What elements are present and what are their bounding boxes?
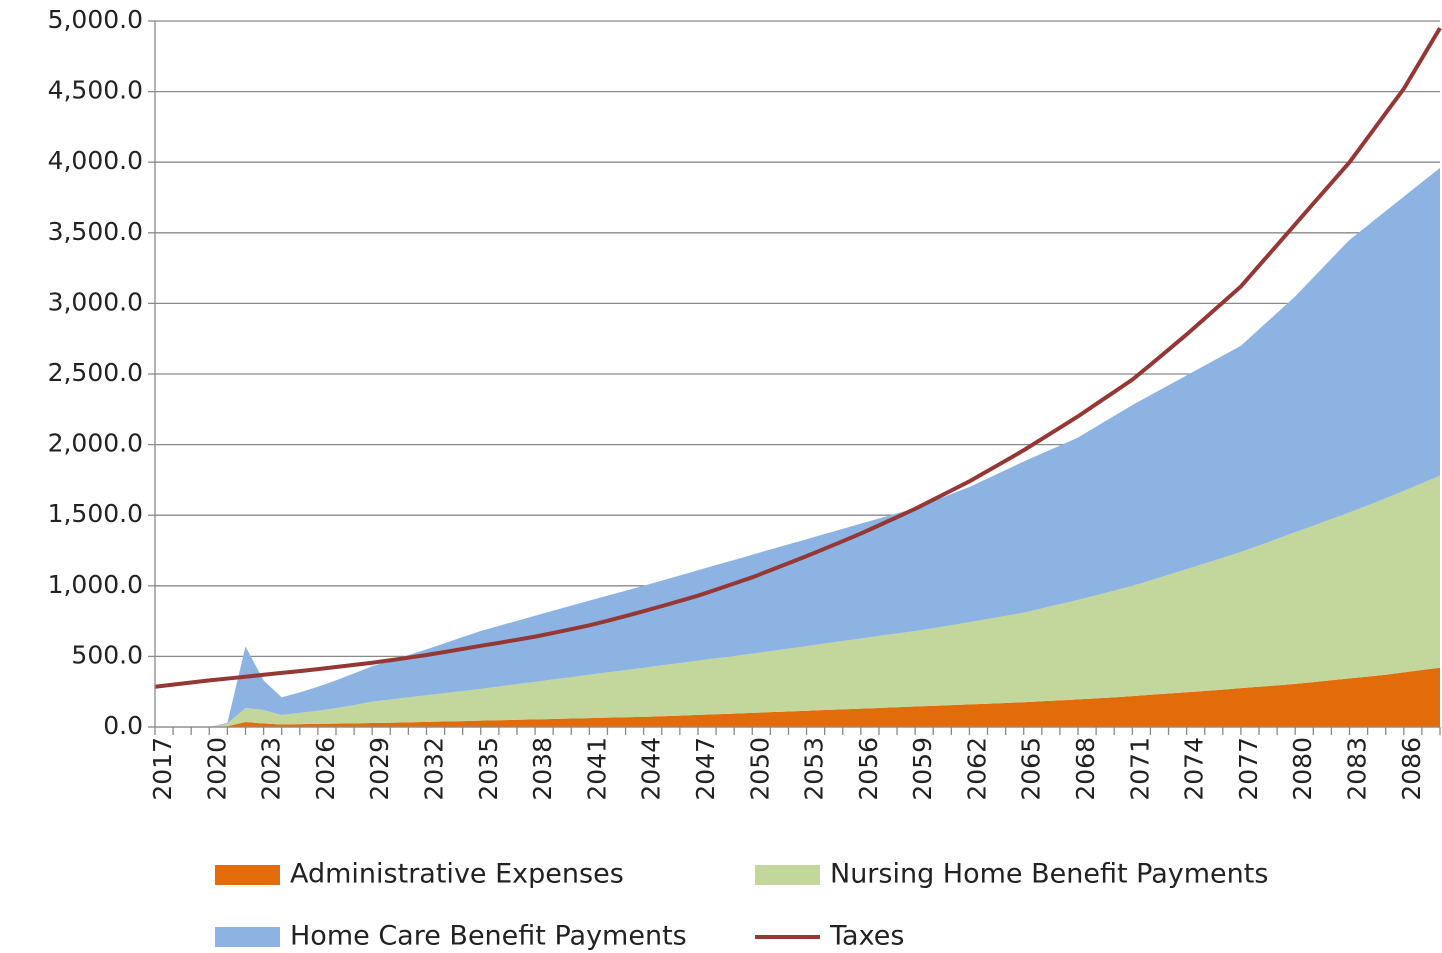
legend-label: Taxes: [829, 921, 904, 952]
x-tick-label: 2071: [1125, 737, 1154, 801]
x-tick-label: 2041: [582, 737, 611, 801]
legend-label: Administrative Expenses: [290, 859, 624, 890]
x-tick-label: 2056: [854, 737, 883, 801]
y-tick-label: 0.0: [103, 711, 143, 740]
legend-swatch: [215, 927, 280, 947]
x-tick-label: 2080: [1288, 737, 1317, 801]
y-tick-label: 5,000.0: [48, 5, 143, 34]
y-tick-label: 2,000.0: [48, 429, 143, 458]
x-tick-label: 2059: [908, 737, 937, 801]
x-tick-label: 2038: [528, 737, 557, 801]
legend-swatch: [215, 865, 280, 885]
x-tick-label: 2044: [637, 737, 666, 801]
y-tick-label: 3,000.0: [48, 287, 143, 316]
y-tick-label: 500.0: [71, 640, 143, 669]
legend-label: Nursing Home Benefit Payments: [830, 859, 1268, 890]
area: [155, 475, 1440, 727]
y-tick-label: 2,500.0: [48, 358, 143, 387]
y-tick-label: 1,000.0: [48, 570, 143, 599]
legend-swatch: [755, 865, 820, 885]
y-tick-label: 1,500.0: [48, 499, 143, 528]
x-tick-label: 2053: [800, 737, 829, 801]
legend-label: Home Care Benefit Payments: [290, 921, 687, 952]
y-tick-label: 3,500.0: [48, 217, 143, 246]
line: [154, 27, 1442, 689]
y-tick-label: 4,000.0: [48, 146, 143, 175]
x-tick-label: 2017: [148, 737, 177, 801]
x-tick-label: 2026: [311, 737, 340, 801]
x-tick-label: 2050: [745, 737, 774, 801]
x-tick-label: 2068: [1071, 737, 1100, 801]
x-tick-label: 2047: [691, 737, 720, 801]
x-tick-label: 2035: [474, 737, 503, 801]
x-tick-label: 2062: [962, 737, 991, 801]
area: [155, 667, 1440, 727]
x-tick-label: 2020: [202, 737, 231, 801]
x-tick-label: 2032: [419, 737, 448, 801]
x-tick-label: 2029: [365, 737, 394, 801]
x-tick-label: 2077: [1234, 737, 1263, 801]
x-tick-label: 2074: [1180, 737, 1209, 801]
y-tick-label: 4,500.0: [48, 76, 143, 105]
x-tick-label: 2083: [1343, 737, 1372, 801]
area: [155, 167, 1440, 727]
x-tick-label: 2023: [257, 737, 286, 801]
x-tick-label: 2086: [1397, 737, 1426, 801]
x-tick-label: 2065: [1017, 737, 1046, 801]
